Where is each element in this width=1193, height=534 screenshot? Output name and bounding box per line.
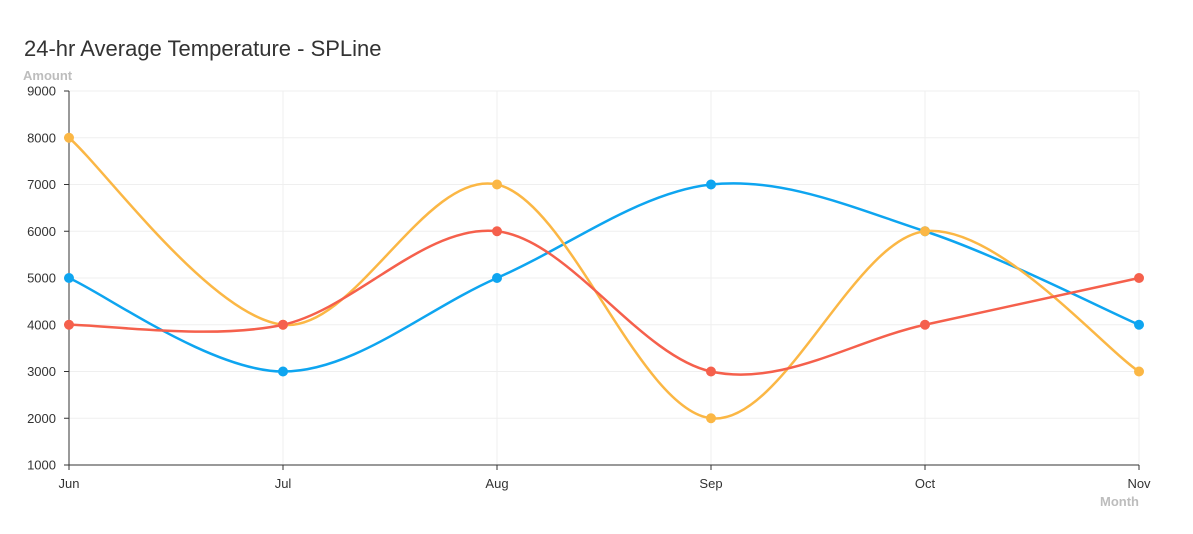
data-point[interactable] bbox=[64, 273, 74, 283]
data-point[interactable] bbox=[706, 413, 716, 424]
data-point[interactable] bbox=[706, 366, 716, 377]
y-tick-label: 8000 bbox=[27, 130, 56, 145]
series-layer bbox=[64, 132, 1144, 424]
x-tick-label: Aug bbox=[485, 476, 508, 491]
series-line bbox=[67, 182, 1141, 373]
data-point[interactable] bbox=[64, 319, 74, 330]
x-tick-label: Nov bbox=[1127, 476, 1151, 491]
data-point[interactable] bbox=[64, 132, 74, 143]
data-point[interactable] bbox=[920, 319, 930, 330]
data-point[interactable] bbox=[706, 179, 716, 190]
x-tick-label: Sep bbox=[699, 476, 722, 491]
data-point[interactable] bbox=[1134, 366, 1144, 377]
data-point[interactable] bbox=[492, 273, 502, 283]
y-tick-label: 4000 bbox=[27, 317, 56, 332]
data-point[interactable] bbox=[278, 366, 288, 377]
data-point[interactable] bbox=[278, 319, 288, 330]
data-point[interactable] bbox=[1134, 273, 1144, 283]
data-point[interactable] bbox=[1134, 319, 1144, 330]
data-point[interactable] bbox=[492, 179, 502, 190]
data-point[interactable] bbox=[492, 226, 502, 237]
series-line bbox=[67, 136, 1141, 420]
x-tick-label: Oct bbox=[915, 476, 936, 491]
y-tick-label: 7000 bbox=[27, 177, 56, 192]
x-axis-title: Month bbox=[1100, 494, 1139, 509]
data-point[interactable] bbox=[920, 226, 930, 237]
series-3 bbox=[64, 226, 1144, 377]
series-line bbox=[67, 229, 1141, 376]
x-tick-label: Jun bbox=[59, 476, 80, 491]
y-tick-label: 1000 bbox=[27, 458, 56, 473]
axis-layer: 1000 2000 3000 4000 5000 6000 7000 8000 9000 Jun J… bbox=[27, 84, 1151, 492]
y-tick-label: 2000 bbox=[27, 411, 56, 426]
y-axis-title: Amount bbox=[23, 68, 73, 83]
x-tick-label: Jul bbox=[275, 476, 292, 491]
chart-title: 24-hr Average Temperature - SPLine bbox=[24, 36, 382, 61]
y-tick-label: 3000 bbox=[27, 364, 56, 379]
y-tick-label: 6000 bbox=[27, 224, 56, 239]
y-tick-label: 9000 bbox=[27, 84, 56, 99]
y-tick-label: 5000 bbox=[27, 271, 56, 286]
grid-layer bbox=[69, 90, 1140, 465]
